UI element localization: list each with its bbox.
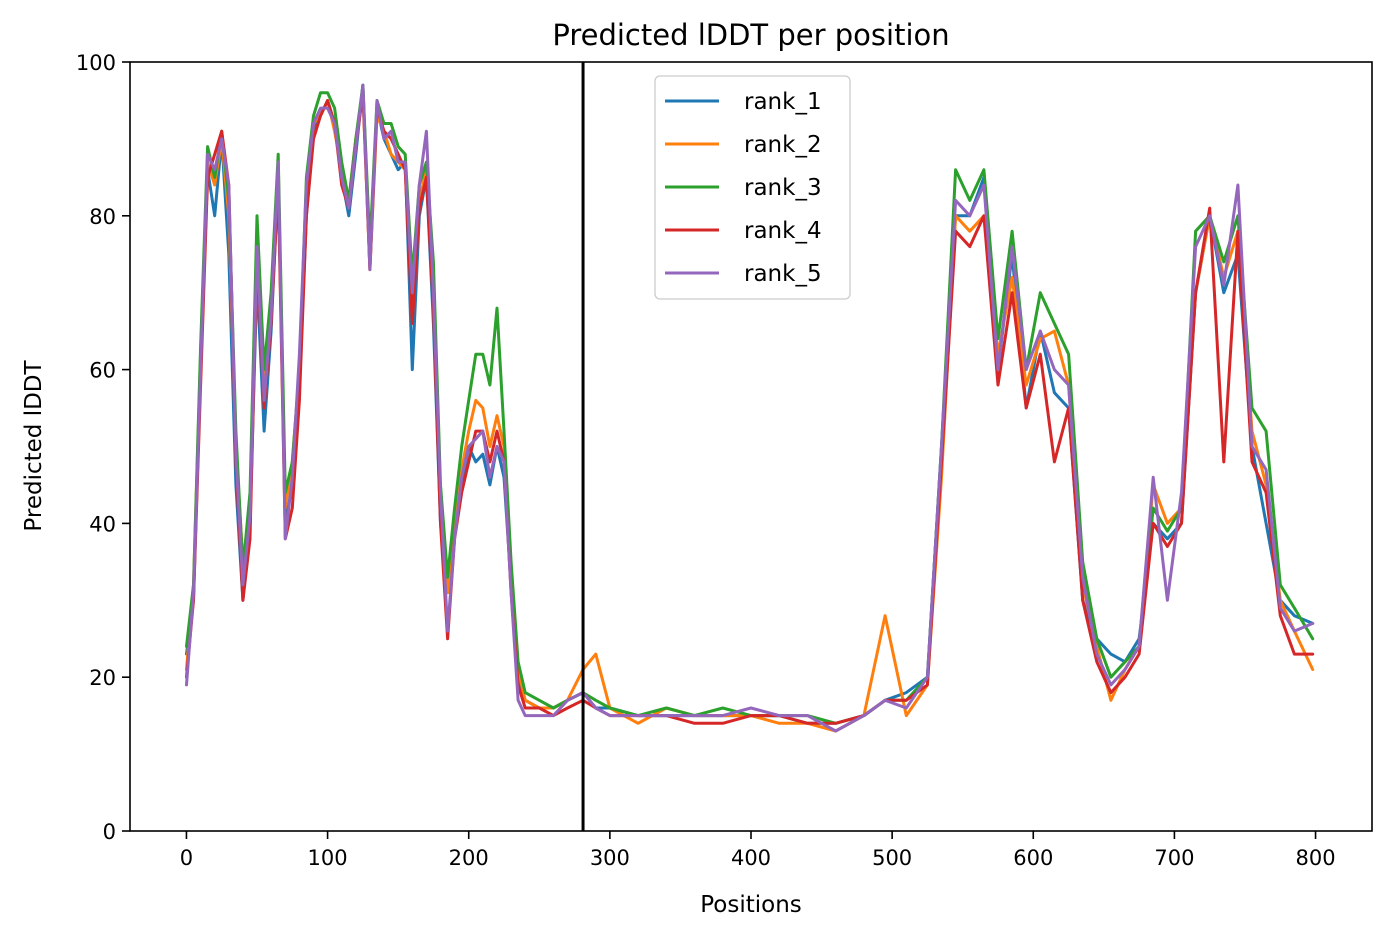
y-tick-label: 40 — [89, 512, 116, 536]
x-tick-label: 300 — [590, 846, 630, 870]
legend-label-rank_3: rank_3 — [744, 175, 822, 201]
y-tick-label: 0 — [103, 820, 116, 844]
legend: rank_1 rank_2 rank_3 rank_4 rank_5 — [654, 75, 851, 300]
x-tick-label: 400 — [731, 846, 771, 870]
y-tick-label: 100 — [76, 51, 116, 75]
x-tick-label: 100 — [308, 846, 348, 870]
legend-label-rank_4: rank_4 — [744, 218, 822, 244]
x-axis-label: Positions — [700, 892, 802, 918]
y-axis-label: Predicted lDDT — [21, 359, 47, 531]
y-tick-label: 60 — [89, 359, 116, 383]
legend-label-rank_2: rank_2 — [744, 132, 822, 158]
legend-items: rank_1 rank_2 rank_3 rank_4 rank_5 — [665, 89, 822, 287]
legend-label-rank_1: rank_1 — [744, 89, 822, 115]
legend-label-rank_5: rank_5 — [744, 261, 822, 287]
y-tick-label: 80 — [89, 205, 116, 229]
legend-box — [654, 75, 851, 300]
x-tick-label: 500 — [872, 846, 912, 870]
x-tick-label: 600 — [1013, 846, 1053, 870]
x-tick-label: 800 — [1295, 846, 1335, 870]
x-tick-label: 200 — [449, 846, 489, 870]
series-line-rank_5 — [185, 83, 1315, 733]
x-axis-ticks: 0 100 200 300 400 500 600 700 800 — [180, 831, 1336, 870]
series-layer — [185, 83, 1315, 733]
chart-title: Predicted lDDT per position — [552, 18, 949, 52]
x-tick-label: 0 — [180, 846, 193, 870]
x-tick-label: 700 — [1154, 846, 1194, 870]
y-axis-ticks: 0 20 40 60 80 100 — [76, 51, 130, 844]
y-tick-label: 20 — [89, 666, 116, 690]
